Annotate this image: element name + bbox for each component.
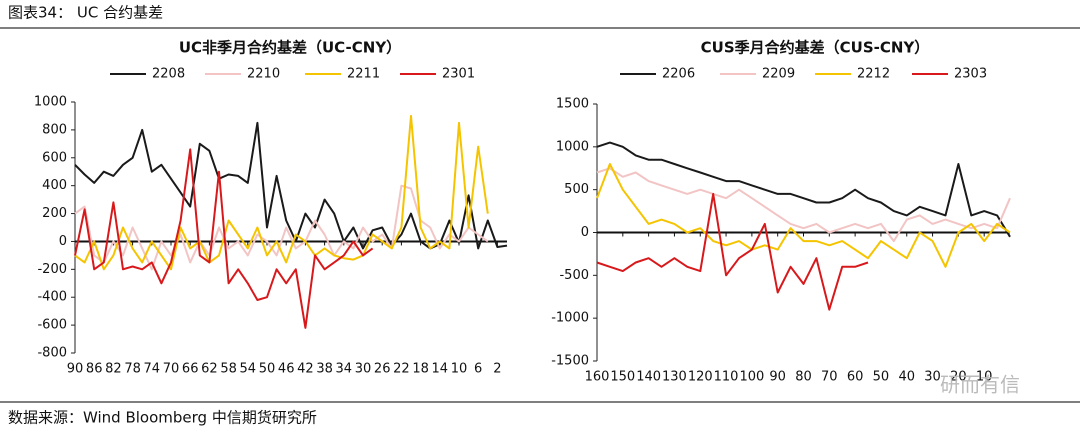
x-tick-label: 34 (336, 362, 353, 377)
y-tick-label: -200 (37, 262, 67, 277)
footer-source: 数据来源：Wind Bloomberg 中信期货研究所 (8, 409, 317, 427)
x-tick-label: 82 (105, 362, 122, 377)
legend-label: 2301 (442, 67, 475, 82)
y-tick-label: 500 (564, 182, 589, 197)
x-tick-label: 6 (474, 362, 482, 377)
legend-label: 2303 (954, 67, 987, 82)
series-line (596, 163, 1011, 268)
y-tick-label: 800 (42, 122, 67, 137)
x-tick-label: 30 (355, 362, 372, 377)
series-line (596, 141, 1011, 238)
y-tick-label: 1500 (556, 97, 589, 112)
chart-title: UC非季月合约基差（UC-CNY） (179, 39, 401, 57)
y-tick-label: -1500 (551, 354, 589, 369)
x-tick-label: 90 (769, 370, 786, 385)
x-tick-label: 74 (144, 362, 161, 377)
y-tick-label: 0 (581, 225, 589, 240)
x-tick-label: 100 (739, 370, 764, 385)
x-tick-label: 50 (873, 370, 890, 385)
chart-title: CUS季月合约基差（CUS-CNY） (701, 39, 930, 57)
x-tick-label: 80 (795, 370, 812, 385)
y-tick-label: 400 (42, 178, 67, 193)
x-tick-label: 86 (86, 362, 103, 377)
x-tick-label: 150 (610, 370, 635, 385)
x-tick-label: 10 (976, 370, 993, 385)
header-title: 图表34： UC 合约基差 (8, 4, 163, 22)
series-line (74, 114, 489, 271)
y-tick-label: 1000 (34, 95, 67, 110)
x-tick-label: 66 (182, 362, 199, 377)
x-tick-label: 54 (240, 362, 257, 377)
legend-label: 2209 (762, 67, 795, 82)
x-tick-label: 42 (297, 362, 314, 377)
legend-label: 2211 (347, 67, 380, 82)
x-tick-label: 30 (924, 370, 941, 385)
legend-label: 2212 (857, 67, 890, 82)
x-tick-label: 14 (432, 362, 449, 377)
legend-label: 2208 (152, 67, 185, 82)
x-tick-label: 78 (124, 362, 141, 377)
legend-label: 2206 (662, 67, 695, 82)
y-tick-label: 200 (42, 206, 67, 221)
x-tick-label: 20 (950, 370, 967, 385)
series-line (596, 192, 869, 311)
y-tick-label: -600 (37, 318, 67, 333)
x-tick-label: 110 (714, 370, 739, 385)
x-tick-label: 160 (585, 370, 610, 385)
x-tick-label: 58 (220, 362, 237, 377)
x-tick-label: 46 (278, 362, 295, 377)
y-tick-label: -1000 (551, 311, 589, 326)
x-tick-label: 70 (163, 362, 180, 377)
y-tick-label: 1000 (556, 139, 589, 154)
x-tick-label: 40 (898, 370, 915, 385)
watermark: 研而有信 (940, 373, 1020, 397)
y-tick-label: -500 (559, 268, 589, 283)
y-tick-label: 600 (42, 150, 67, 165)
x-tick-label: 2 (493, 362, 501, 377)
x-tick-label: 10 (451, 362, 468, 377)
series-line (74, 121, 508, 250)
x-tick-label: 70 (821, 370, 838, 385)
legend-label: 2210 (247, 67, 280, 82)
x-tick-label: 22 (393, 362, 410, 377)
series-line (596, 167, 1011, 243)
x-tick-label: 120 (688, 370, 713, 385)
x-tick-label: 140 (636, 370, 661, 385)
x-tick-label: 62 (201, 362, 218, 377)
x-tick-label: 90 (67, 362, 84, 377)
x-tick-label: 50 (259, 362, 276, 377)
x-tick-label: 18 (412, 362, 429, 377)
series-line (74, 148, 374, 329)
y-tick-label: -800 (37, 346, 67, 361)
x-tick-label: 130 (662, 370, 687, 385)
x-tick-label: 26 (374, 362, 391, 377)
y-tick-label: -400 (37, 290, 67, 305)
x-tick-label: 38 (316, 362, 333, 377)
x-tick-label: 60 (847, 370, 864, 385)
y-tick-label: 0 (59, 234, 67, 249)
